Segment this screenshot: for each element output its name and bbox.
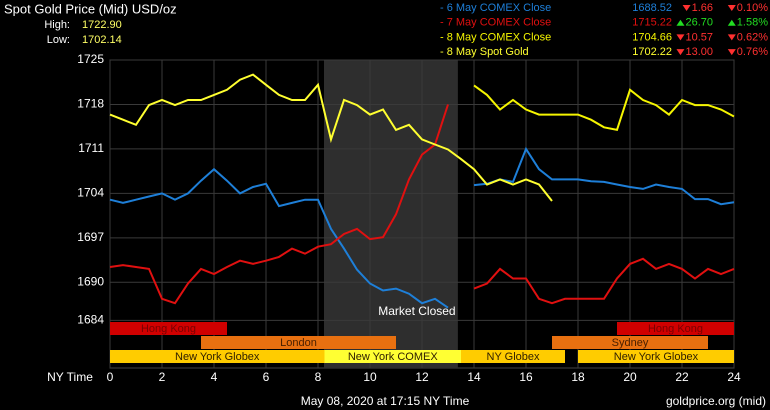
session-bar — [461, 350, 565, 363]
y-tick-label: 1718 — [77, 97, 104, 111]
session-label: New York COMEX — [348, 351, 439, 363]
timestamp: May 08, 2020 at 17:15 NY Time — [301, 394, 470, 408]
x-tick-label: 24 — [727, 370, 741, 384]
legend-price: 1688.52 — [632, 2, 672, 14]
legend-name: - 8 May COMEX Close — [440, 31, 551, 43]
legend-name: - 8 May Spot Gold — [440, 46, 529, 58]
legend-change: 13.00 — [685, 46, 713, 58]
x-tick-label: 8 — [315, 370, 322, 384]
market-closed-shade — [323, 60, 458, 368]
x-tick-label: 18 — [571, 370, 585, 384]
series-line — [473, 84, 735, 132]
legend-change: 10.57 — [685, 31, 713, 43]
low-value: 1702.14 — [82, 34, 122, 46]
change-arrow — [727, 19, 736, 26]
x-tick-label: 22 — [675, 370, 689, 384]
legend-change: 0.62% — [737, 31, 768, 43]
legend-change: 1.66 — [692, 2, 713, 14]
session-label: Hong Kong — [648, 323, 703, 335]
session-bar — [324, 350, 461, 363]
session-bar — [201, 336, 396, 349]
y-tick-label: 1704 — [77, 186, 104, 200]
y-tick-label: 1690 — [77, 274, 104, 288]
x-tick-label: 4 — [211, 370, 218, 384]
y-tick-label: 1711 — [78, 141, 104, 155]
session-label: London — [280, 337, 317, 349]
x-tick-label: 20 — [623, 370, 637, 384]
session-label: Hong Kong — [141, 323, 196, 335]
legend-change: 0.10% — [737, 2, 768, 14]
session-label: New York Globex — [614, 351, 699, 363]
session-label: Sydney — [612, 337, 649, 349]
legend-change: 26.70 — [685, 17, 713, 29]
x-tick-label: 2 — [159, 370, 166, 384]
legend-name: - 6 May COMEX Close — [440, 2, 551, 14]
session-label: New York Globex — [175, 351, 260, 363]
change-arrow — [727, 5, 736, 11]
x-tick-label: 12 — [415, 370, 429, 384]
high-value: 1722.90 — [82, 19, 122, 31]
legend-change: 0.76% — [737, 46, 768, 58]
change-arrow — [676, 49, 685, 56]
y-tick-label: 1725 — [77, 52, 104, 66]
y-tick-label: 1684 — [77, 313, 104, 327]
session-label: NY Globex — [487, 351, 540, 363]
y-tick-label: 1697 — [77, 230, 104, 244]
legend-price: 1702.22 — [632, 46, 672, 58]
series-line — [109, 104, 735, 305]
x-tick-label: 10 — [363, 370, 377, 384]
session-bar — [110, 350, 325, 363]
session-bar — [110, 322, 227, 335]
series-line — [109, 146, 735, 309]
change-arrow — [727, 49, 736, 56]
high-label: High: — [44, 19, 70, 31]
change-arrow — [676, 34, 685, 41]
session-bar — [578, 350, 734, 363]
source: goldprice.org (mid) — [666, 394, 766, 408]
legend-price: 1704.66 — [632, 31, 672, 43]
session-bar — [552, 336, 708, 349]
legend-price: 1715.22 — [632, 17, 672, 29]
series-line — [109, 73, 553, 202]
change-arrow — [682, 5, 691, 11]
legend-name: - 7 May COMEX Close — [440, 17, 551, 29]
shade-label: Market Closed — [378, 304, 455, 318]
change-arrow — [676, 19, 685, 26]
x-axis-label: NY Time — [47, 370, 93, 384]
x-tick-label: 16 — [519, 370, 533, 384]
chart-title: Spot Gold Price (Mid) USD/oz — [4, 1, 177, 16]
x-tick-label: 0 — [107, 370, 114, 384]
x-tick-label: 14 — [467, 370, 481, 384]
change-arrow — [727, 34, 736, 41]
session-bar — [617, 322, 734, 335]
legend-change: 1.58% — [737, 17, 768, 29]
x-tick-label: 6 — [263, 370, 270, 384]
low-label: Low: — [47, 34, 70, 46]
